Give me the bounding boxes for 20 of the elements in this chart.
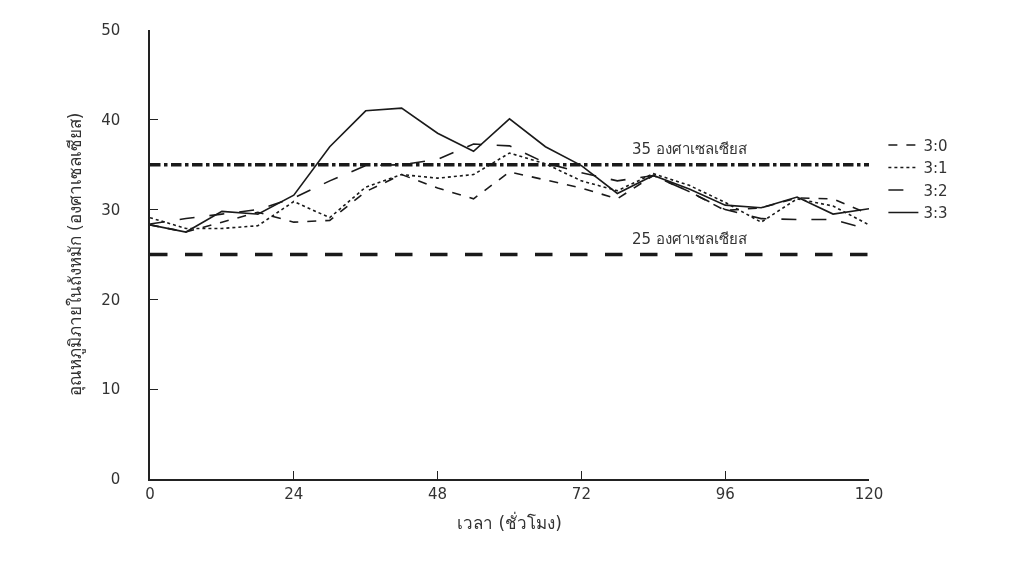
- x-tick-label: 0: [145, 484, 155, 503]
- x-axis-title: เวลา (ชั่วโมง): [457, 510, 562, 533]
- y-tick-label: 50: [101, 21, 121, 40]
- legend-label: 3:1: [923, 159, 948, 178]
- y-axis-title: อุณหภูมิภายในถังหมัก (องศาเซลเซียส): [65, 112, 87, 397]
- legend-label: 3:2: [923, 181, 948, 200]
- ref-line-label: 35 องศาเซลเซียส: [632, 140, 747, 158]
- x-tick-label: 24: [284, 484, 304, 503]
- legend-label: 3:0: [923, 136, 948, 155]
- ref-line-label: 25 องศาเซลเซียส: [632, 230, 747, 248]
- y-tick-label: 30: [101, 200, 121, 219]
- x-tick-label: 96: [715, 484, 735, 503]
- y-tick-label: 40: [101, 111, 121, 130]
- x-tick-label: 48: [428, 484, 448, 503]
- x-tick-label: 72: [571, 484, 591, 503]
- y-tick-label: 20: [101, 290, 121, 309]
- y-tick-label: 10: [101, 380, 121, 399]
- x-tick-label: 120: [854, 484, 884, 503]
- y-tick-label: 0: [110, 470, 121, 489]
- legend-label: 3:3: [923, 204, 948, 223]
